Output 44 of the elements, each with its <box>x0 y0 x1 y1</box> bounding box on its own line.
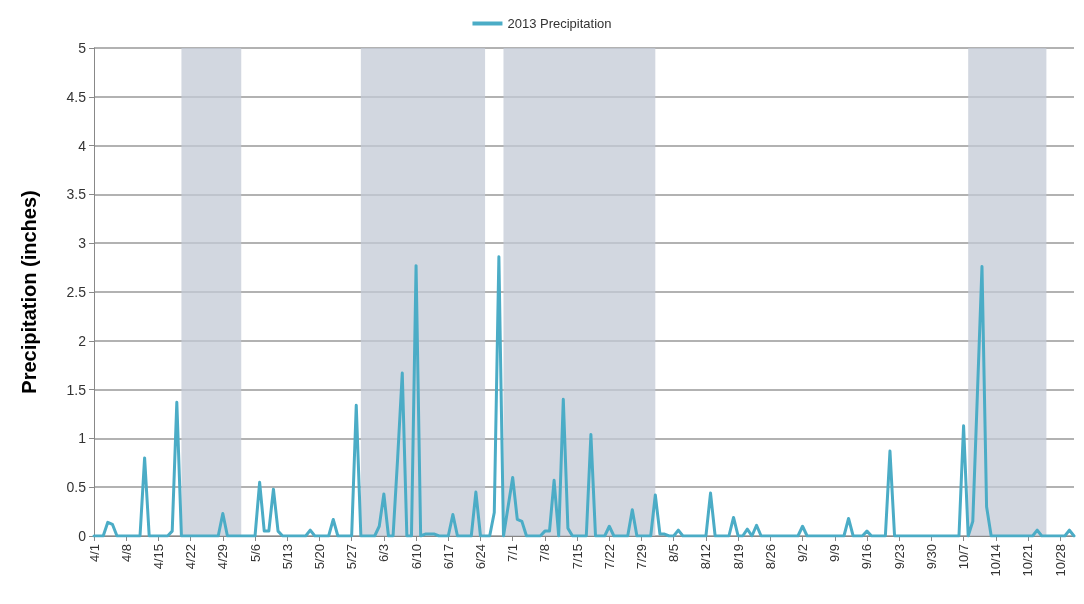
x-tick-label: 5/20 <box>311 544 327 570</box>
y-tick-label: 4 <box>78 137 87 154</box>
y-tick-label: 0 <box>78 528 87 544</box>
y-tick-label: 3.5 <box>66 186 87 203</box>
x-tick-label: 9/23 <box>891 544 907 570</box>
x-tick-label: 4/15 <box>150 544 166 570</box>
x-tick-label: 7/8 <box>537 544 553 563</box>
x-tick-label: 5/27 <box>344 544 360 570</box>
x-tick-label: 5/6 <box>247 544 263 563</box>
x-tick-label: 6/10 <box>408 544 424 570</box>
x-tick-label: 10/21 <box>1020 544 1036 577</box>
x-tick-label: 4/29 <box>215 544 231 570</box>
x-tick-label: 6/17 <box>440 544 456 570</box>
y-tick-label: 4.5 <box>66 88 87 105</box>
y-tick-label: 0.5 <box>66 479 87 496</box>
y-tick-label: 3 <box>78 235 87 252</box>
legend-label: 2013 Precipitation <box>507 16 612 31</box>
x-tick-label: 4/22 <box>183 544 199 570</box>
x-tick-label: 8/12 <box>698 544 714 570</box>
x-tick-label: 8/26 <box>762 544 778 570</box>
y-tick-label: 1.5 <box>66 381 87 398</box>
x-tick-label: 9/30 <box>923 544 939 570</box>
y-axis-title: Precipitation (inches) <box>18 190 40 394</box>
x-tick-label: 8/5 <box>666 544 682 563</box>
y-tick-label: 2 <box>78 332 87 349</box>
y-tick-label: 1 <box>78 430 87 447</box>
x-tick-label: 7/1 <box>505 544 521 563</box>
x-tick-label: 9/9 <box>827 544 843 563</box>
x-tick-label: 4/1 <box>86 544 102 563</box>
x-tick-label: 4/8 <box>118 544 134 563</box>
x-tick-label: 9/2 <box>795 544 811 563</box>
x-tick-label: 6/3 <box>376 544 392 563</box>
x-tick-label: 7/15 <box>569 544 585 570</box>
x-tick-label: 7/22 <box>601 544 617 570</box>
x-tick-label: 6/24 <box>472 544 488 570</box>
x-tick-label: 7/29 <box>634 544 650 570</box>
y-tick-label: 5 <box>78 40 87 56</box>
x-tick-label: 8/19 <box>730 544 746 570</box>
x-tick-label: 10/7 <box>956 544 972 570</box>
x-tick-label: 9/16 <box>859 544 875 570</box>
x-tick-label: 10/14 <box>988 544 1004 577</box>
y-tick-label: 2.5 <box>66 284 87 300</box>
x-tick-label: 10/28 <box>1052 544 1068 577</box>
x-tick-label: 5/13 <box>279 544 295 570</box>
